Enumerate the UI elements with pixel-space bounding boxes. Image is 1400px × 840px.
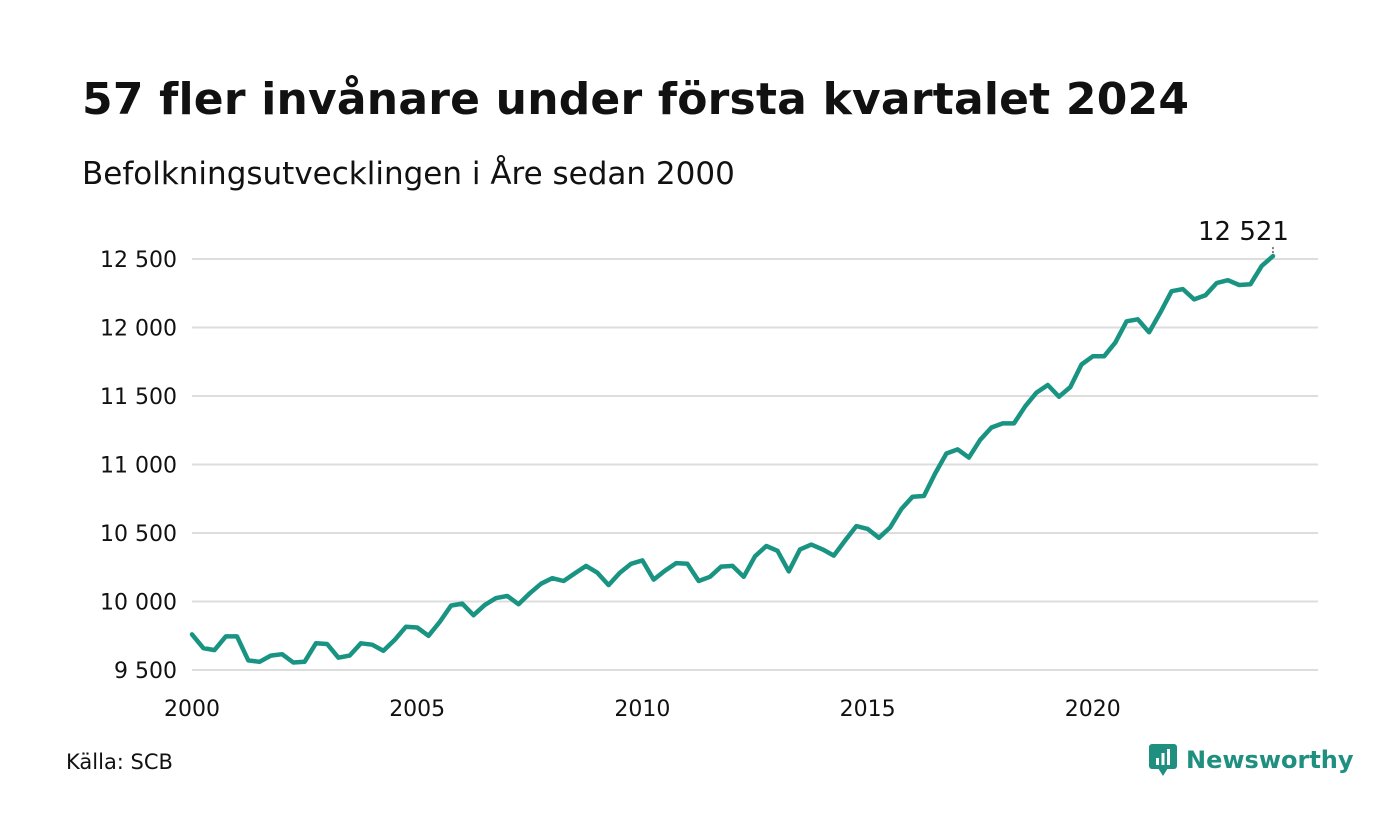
x-tick-label: 2010 [614, 697, 670, 722]
y-tick-label: 11 500 [100, 385, 177, 410]
y-tick-label: 12 500 [100, 248, 177, 273]
x-tick-label: 2015 [840, 697, 896, 722]
x-tick-label: 2020 [1065, 697, 1121, 722]
y-tick-label: 9 500 [114, 659, 177, 684]
y-tick-label: 11 000 [100, 454, 177, 479]
series-line [189, 253, 1276, 665]
chart-subtitle: Befolkningsutvecklingen i Åre sedan 2000 [82, 156, 735, 192]
source-note: Källa: SCB [66, 750, 173, 774]
last-value-label: 12 521 [1198, 217, 1289, 247]
y-tick-label: 12 000 [100, 317, 177, 342]
brand: Newsworthy [1148, 743, 1354, 777]
newsworthy-logo-icon [1149, 744, 1177, 776]
x-tick-label: 2000 [164, 697, 220, 722]
x-tick-label: 2005 [389, 697, 445, 722]
chart-title: 57 fler invånare under första kvartalet … [82, 74, 1190, 125]
y-tick-label: 10 500 [100, 522, 177, 547]
brand-name: Newsworthy [1186, 746, 1354, 774]
line-chart: 9 500 10 000 10 500 11 000 11 500 12 000 12 50… [100, 217, 1318, 722]
y-tick-label: 10 000 [100, 591, 177, 616]
